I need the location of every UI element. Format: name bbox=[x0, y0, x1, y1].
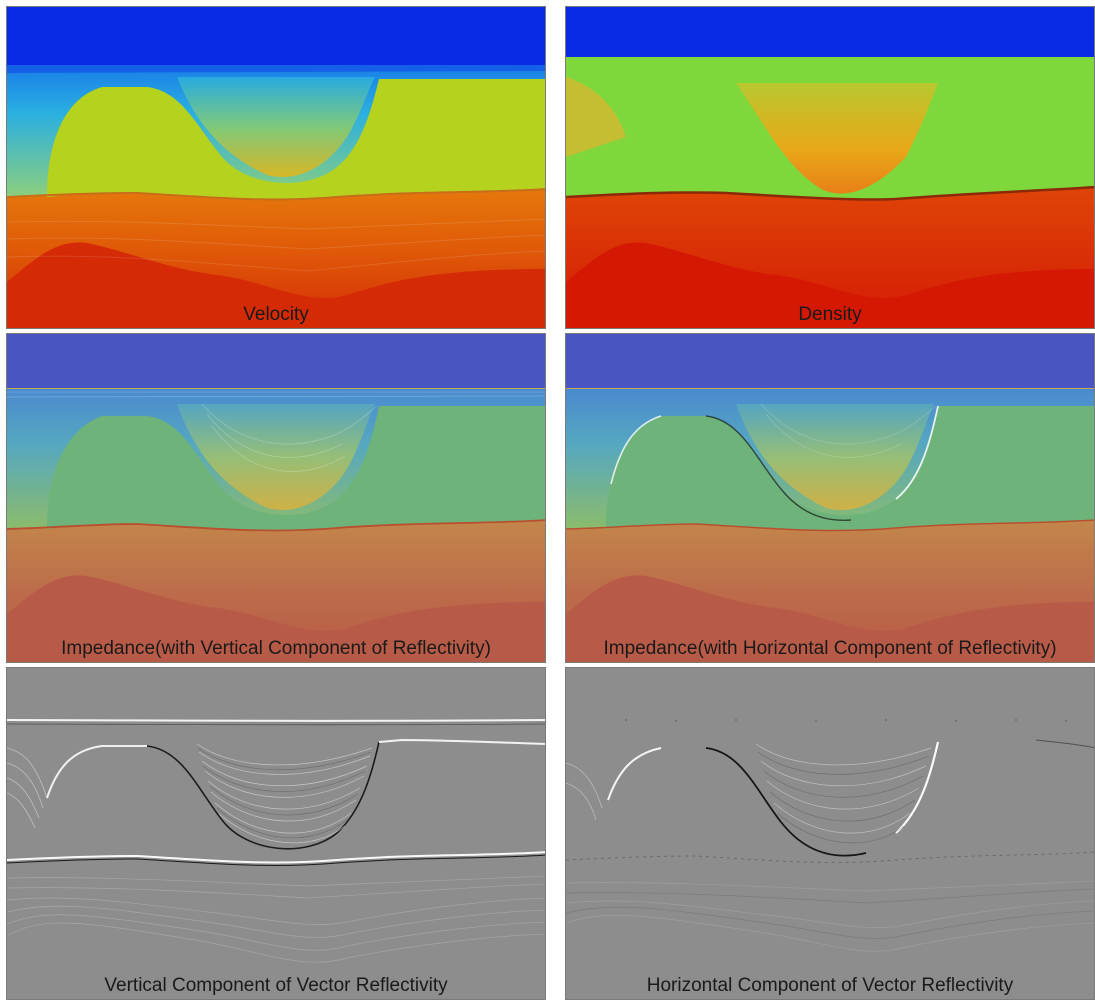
impedance-horizontal-caption: Impedance(with Horizontal Component of R… bbox=[603, 638, 1057, 659]
density-caption: Density bbox=[798, 304, 862, 325]
reflectivity-horizontal-panel: Horizontal Component of Vector Reflectiv… bbox=[565, 667, 1095, 1000]
reflectivity-horizontal-image bbox=[566, 668, 1094, 999]
reflectivity-vertical-image bbox=[7, 668, 545, 999]
density-image bbox=[566, 7, 1094, 328]
velocity-caption: Velocity bbox=[243, 304, 309, 325]
reflectivity-vertical-panel: Vertical Component of Vector Reflectivit… bbox=[6, 667, 546, 1000]
impedance-vertical-image bbox=[7, 334, 545, 662]
density-panel: Density bbox=[565, 6, 1095, 329]
velocity-panel: Velocity bbox=[6, 6, 546, 329]
impedance-vertical-caption: Impedance(with Vertical Component of Ref… bbox=[61, 638, 491, 659]
impedance-horizontal-panel: Impedance(with Horizontal Component of R… bbox=[565, 333, 1095, 663]
velocity-image bbox=[7, 7, 545, 328]
reflectivity-horizontal-caption: Horizontal Component of Vector Reflectiv… bbox=[646, 975, 1014, 996]
reflectivity-vertical-caption: Vertical Component of Vector Reflectivit… bbox=[104, 975, 448, 996]
impedance-horizontal-image bbox=[566, 334, 1094, 662]
impedance-vertical-panel: Impedance(with Vertical Component of Ref… bbox=[6, 333, 546, 663]
